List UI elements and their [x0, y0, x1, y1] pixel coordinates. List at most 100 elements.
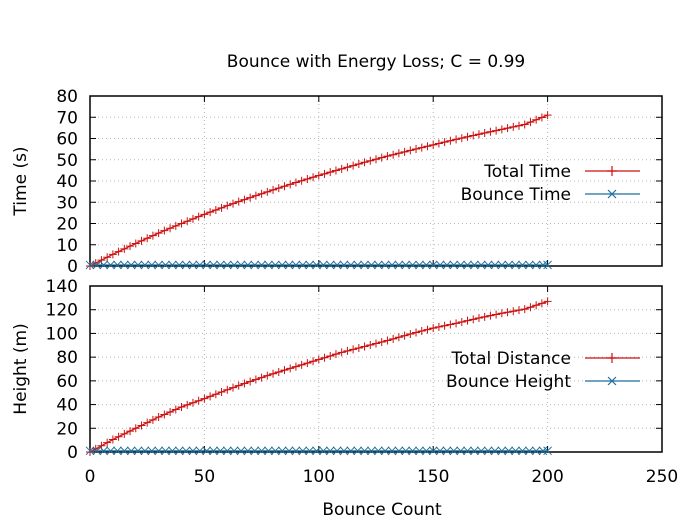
data-point: [298, 446, 308, 456]
data-point: [250, 260, 260, 270]
data-point: [126, 242, 135, 251]
data-point: [400, 147, 409, 156]
data-point: [188, 260, 198, 270]
data-point: [314, 355, 323, 364]
data-point: [312, 260, 321, 270]
data-point: [387, 446, 397, 456]
data-point: [428, 446, 438, 456]
data-point: [331, 166, 340, 175]
data-point: [423, 325, 432, 334]
data-point: [171, 221, 180, 230]
data-point: [270, 260, 280, 270]
data-point: [257, 373, 266, 382]
x-tick-label: 0: [85, 467, 96, 487]
data-point: [372, 339, 380, 348]
data-point: [202, 260, 212, 270]
data-point: [415, 446, 424, 456]
data-point: [236, 260, 246, 270]
data-point: [543, 260, 552, 270]
data-point: [377, 153, 386, 162]
data-point: [137, 236, 146, 245]
data-point: [103, 253, 112, 262]
data-point: [497, 260, 507, 270]
data-point: [346, 260, 356, 270]
legend-entry-label: Total Time: [483, 162, 571, 182]
data-point: [222, 260, 232, 270]
data-point: [195, 446, 205, 456]
data-point: [331, 350, 340, 359]
legend-marker: [607, 353, 617, 363]
data-point: [492, 126, 501, 135]
data-point: [486, 127, 495, 136]
data-point: [474, 314, 483, 323]
data-point: [86, 448, 94, 456]
data-point: [240, 195, 249, 204]
data-point: [440, 321, 449, 330]
data-point: [257, 446, 266, 456]
data-point: [286, 364, 295, 373]
data-point: [360, 446, 369, 456]
data-point: [373, 446, 383, 456]
data-point: [497, 125, 506, 134]
data-point: [372, 155, 380, 164]
y-axis-label: Height (m): [11, 323, 31, 414]
data-point: [452, 135, 461, 144]
data-point: [188, 446, 198, 456]
data-point: [143, 418, 152, 427]
x-axis-label: Bounce Count: [322, 500, 442, 520]
data-point: [538, 446, 548, 456]
y-tick-label: 10: [56, 236, 78, 256]
data-point: [380, 446, 390, 456]
data-point: [99, 260, 109, 270]
data-point: [229, 260, 239, 270]
data-point: [131, 239, 140, 248]
data-point: [263, 371, 272, 380]
data-point: [108, 435, 117, 444]
data-point: [486, 311, 495, 320]
series-markers-2: [85, 446, 552, 456]
data-point: [183, 217, 192, 226]
data-point: [490, 260, 500, 270]
data-point: [188, 398, 197, 407]
data-point: [284, 260, 294, 270]
data-point: [131, 424, 140, 433]
data-point: [209, 260, 218, 270]
data-point: [126, 427, 135, 436]
data-point: [303, 174, 312, 183]
data-point: [483, 446, 493, 456]
data-point: [401, 260, 411, 270]
data-point: [476, 260, 486, 270]
data-point: [154, 446, 163, 456]
data-point: [154, 229, 163, 238]
data-point: [274, 367, 283, 376]
data-point: [421, 446, 431, 456]
data-point: [457, 318, 466, 327]
data-point: [200, 394, 209, 403]
data-point: [366, 340, 375, 349]
y-tick-label: 30: [56, 193, 78, 213]
x-tick-label: 150: [417, 467, 449, 487]
data-point: [503, 308, 512, 317]
data-point: [360, 158, 369, 167]
data-point: [408, 260, 417, 270]
data-point: [113, 260, 122, 270]
data-point: [312, 446, 321, 456]
data-point: [200, 210, 209, 219]
data-point: [250, 446, 260, 456]
data-point: [183, 400, 192, 409]
data-point: [92, 446, 102, 456]
data-point: [518, 446, 527, 456]
chart-title: Bounce with Energy Loss; C = 0.99: [227, 52, 525, 72]
x-tick-label: 100: [303, 467, 335, 487]
data-point: [202, 446, 212, 456]
data-point: [394, 149, 403, 158]
data-point: [319, 260, 328, 270]
data-point: [543, 297, 552, 306]
y-tick-label: 20: [56, 419, 78, 439]
data-point: [353, 260, 363, 270]
data-point: [251, 191, 260, 200]
data-point: [503, 124, 512, 133]
data-point: [515, 121, 523, 130]
data-point: [114, 247, 123, 256]
